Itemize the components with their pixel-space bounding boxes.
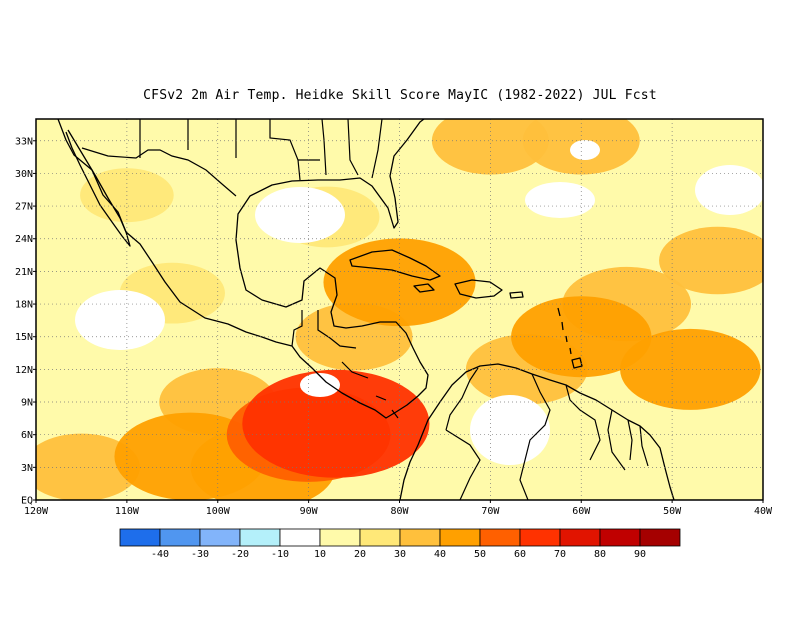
lon-tick-label: 90W <box>300 506 319 517</box>
colorbar-label: 90 <box>634 549 646 560</box>
hispaniola <box>454 279 503 299</box>
skill-cell <box>659 226 763 295</box>
colorbar-swatch <box>239 528 281 547</box>
colorbar-swatch <box>439 528 481 547</box>
colorbar-label: -20 <box>231 549 249 560</box>
lat-tick-label: 21N <box>15 267 33 278</box>
lat-tick-label: 30N <box>15 169 33 180</box>
colorbar-label: 10 <box>314 549 326 560</box>
white-patch <box>695 165 763 215</box>
white-patches <box>75 140 763 465</box>
lon-tick-label: 80W <box>390 506 409 517</box>
north-america-coast <box>57 119 429 419</box>
white-patch <box>525 182 595 218</box>
lat-tick-label: 3N <box>21 463 33 474</box>
colorbar-swatch <box>639 528 681 547</box>
lat-tick-label: 12N <box>15 365 33 376</box>
colorbar-swatch <box>319 528 361 547</box>
lon-tick-label: 50W <box>663 506 682 517</box>
baja-california <box>65 129 131 247</box>
skill-field <box>36 119 763 500</box>
colorbar-swatch <box>279 528 321 547</box>
white-patch <box>300 373 340 397</box>
lat-tick-label: 9N <box>21 398 33 409</box>
puerto-rico <box>509 291 524 299</box>
map-title: CFSv2 2m Air Temp. Heidke Skill Score Ma… <box>143 88 657 103</box>
lat-tick-label: 15N <box>15 332 33 343</box>
coastlines <box>57 119 675 500</box>
lat-tick-label: 33N <box>15 136 33 147</box>
lon-tick-label: 100W <box>206 506 231 517</box>
colorbar-label: 40 <box>434 549 446 560</box>
colorbar-swatch <box>599 528 641 547</box>
colorbar-swatch <box>519 528 561 547</box>
us-mexico-border <box>81 147 237 197</box>
colorbar-swatch <box>399 528 441 547</box>
political-borders <box>81 119 649 500</box>
colorbar-label: 20 <box>354 549 366 560</box>
south-america-coast <box>399 363 675 500</box>
lat-tick-label: EQ <box>21 496 33 507</box>
skill-cell <box>431 119 549 175</box>
colorbar-swatch <box>119 528 161 547</box>
colorbar-swatch <box>359 528 401 547</box>
lon-axis: 120W 110W 100W 90W 80W 70W 60W 50W 40W <box>24 500 773 517</box>
lat-tick-label: 6N <box>21 430 33 441</box>
lon-tick-label: 110W <box>115 506 140 517</box>
skill-cell <box>36 433 140 500</box>
lesser-antilles <box>557 307 572 355</box>
colorbar-swatch <box>559 528 601 547</box>
colorbar-swatch <box>159 528 201 547</box>
south-america-borders <box>445 367 649 500</box>
lon-tick-label: 120W <box>24 506 49 517</box>
lat-tick-label: 27N <box>15 202 33 213</box>
cuba <box>349 249 441 281</box>
us-state-borders <box>139 119 383 181</box>
skill-cell <box>323 238 476 327</box>
lat-tick-label: 18N <box>15 300 33 311</box>
colorbar-label: -30 <box>191 549 209 560</box>
colorbar-label: 80 <box>594 549 606 560</box>
lon-tick-label: 40W <box>754 506 773 517</box>
colorbar-label: 60 <box>514 549 526 560</box>
skill-cell <box>511 296 652 378</box>
colorbar-label: 50 <box>474 549 486 560</box>
lat-axis: 33N 30N 27N 24N 21N 18N 15N 12N 9N 6N 3N EQ <box>15 136 36 507</box>
skill-cell <box>242 369 430 478</box>
colorbar-label: -40 <box>151 549 169 560</box>
colorbar-swatch <box>479 528 521 547</box>
white-patch <box>470 395 550 465</box>
colorbar-label: -10 <box>271 549 289 560</box>
colorbar-label: 70 <box>554 549 566 560</box>
white-patch <box>570 140 600 160</box>
colorbar: -40 -30 -20 -10 10 20 30 40 50 60 70 80 90 <box>119 528 681 560</box>
white-patch <box>75 290 165 350</box>
jamaica <box>413 283 435 293</box>
colorbar-swatch <box>199 528 241 547</box>
colorbar-label: 30 <box>394 549 406 560</box>
white-patch <box>255 187 345 243</box>
lat-tick-label: 24N <box>15 234 33 245</box>
lon-tick-label: 60W <box>572 506 591 517</box>
lon-tick-label: 70W <box>481 506 500 517</box>
skill-cell <box>620 328 761 410</box>
central-america-borders <box>291 310 399 419</box>
trinidad <box>571 357 583 369</box>
